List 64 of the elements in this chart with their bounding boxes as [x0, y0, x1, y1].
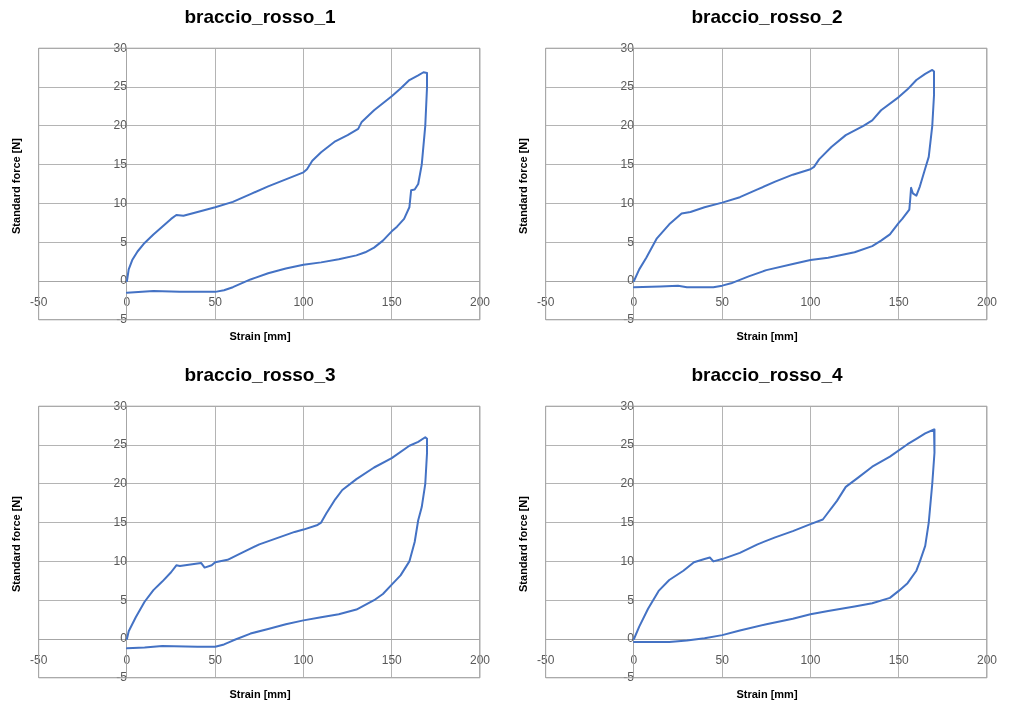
x-tick-label: 50 [208, 294, 223, 309]
y-tick-label: 25 [620, 437, 635, 452]
y-axis-title: Standard force [N] [10, 495, 22, 594]
y-tick-label: -5 [116, 312, 128, 327]
y-tick-label: 0 [627, 273, 635, 288]
x-tick-label: 150 [381, 294, 403, 309]
y-axis-title: Standard force [N] [517, 137, 529, 236]
y-tick-label: 10 [113, 195, 128, 210]
y-tick-label: 15 [620, 156, 635, 171]
y-tick-label: 25 [113, 79, 128, 94]
x-tick-label: 150 [888, 294, 910, 309]
y-tick-label: 20 [113, 118, 128, 133]
x-tick-label: 100 [293, 652, 314, 667]
x-tick-label: 200 [976, 294, 998, 309]
x-tick-label: 200 [976, 652, 998, 667]
x-tick-label: 200 [469, 652, 491, 667]
x-tick-label: 100 [293, 294, 314, 309]
x-tick-label: -50 [30, 294, 48, 309]
x-axis-title: Strain [mm] [735, 330, 799, 342]
y-tick-label: 0 [627, 631, 635, 646]
y-tick-label: 5 [627, 234, 635, 249]
chart-title: braccio_rosso_3 [183, 364, 337, 386]
x-axis-title: Strain [mm] [228, 330, 292, 342]
y-tick-label: 0 [120, 273, 128, 288]
x-tick-label: 50 [715, 294, 730, 309]
x-tick-label: 100 [800, 652, 821, 667]
x-tick-label: -50 [537, 652, 555, 667]
x-tick-label: 50 [208, 652, 223, 667]
chart-title: braccio_rosso_2 [690, 6, 844, 28]
y-tick-label: 15 [113, 514, 128, 529]
x-axis-title: Strain [mm] [228, 688, 292, 700]
x-tick-label: -50 [537, 294, 555, 309]
y-tick-label: -5 [623, 312, 635, 327]
x-tick-label: 150 [381, 652, 403, 667]
y-tick-label: 5 [120, 592, 128, 607]
x-tick-label: 50 [715, 652, 730, 667]
y-tick-label: 30 [620, 40, 635, 55]
y-tick-label: 30 [113, 40, 128, 55]
chart-title: braccio_rosso_4 [690, 364, 844, 386]
y-axis-title: Standard force [N] [10, 137, 22, 236]
y-tick-label: 15 [620, 514, 635, 529]
x-tick-label: -50 [30, 652, 48, 667]
x-tick-label: 100 [800, 294, 821, 309]
y-tick-label: 10 [620, 195, 635, 210]
y-tick-label: 30 [113, 398, 128, 413]
y-tick-label: 5 [120, 234, 128, 249]
y-axis-title: Standard force [N] [517, 495, 529, 594]
y-tick-label: 20 [620, 476, 635, 491]
y-tick-label: 25 [113, 437, 128, 452]
x-axis-title: Strain [mm] [735, 688, 799, 700]
chart-title: braccio_rosso_1 [183, 6, 337, 28]
y-tick-label: 30 [620, 398, 635, 413]
x-tick-label: 150 [888, 652, 910, 667]
y-tick-label: 5 [627, 592, 635, 607]
y-tick-label: 10 [113, 553, 128, 568]
y-tick-label: 20 [113, 476, 128, 491]
y-tick-label: 25 [620, 79, 635, 94]
y-tick-label: 0 [120, 631, 128, 646]
y-tick-label: -5 [623, 670, 635, 685]
y-tick-label: 10 [620, 553, 635, 568]
y-tick-label: 15 [113, 156, 128, 171]
x-tick-label: 200 [469, 294, 491, 309]
y-tick-label: 20 [620, 118, 635, 133]
y-tick-label: -5 [116, 670, 128, 685]
